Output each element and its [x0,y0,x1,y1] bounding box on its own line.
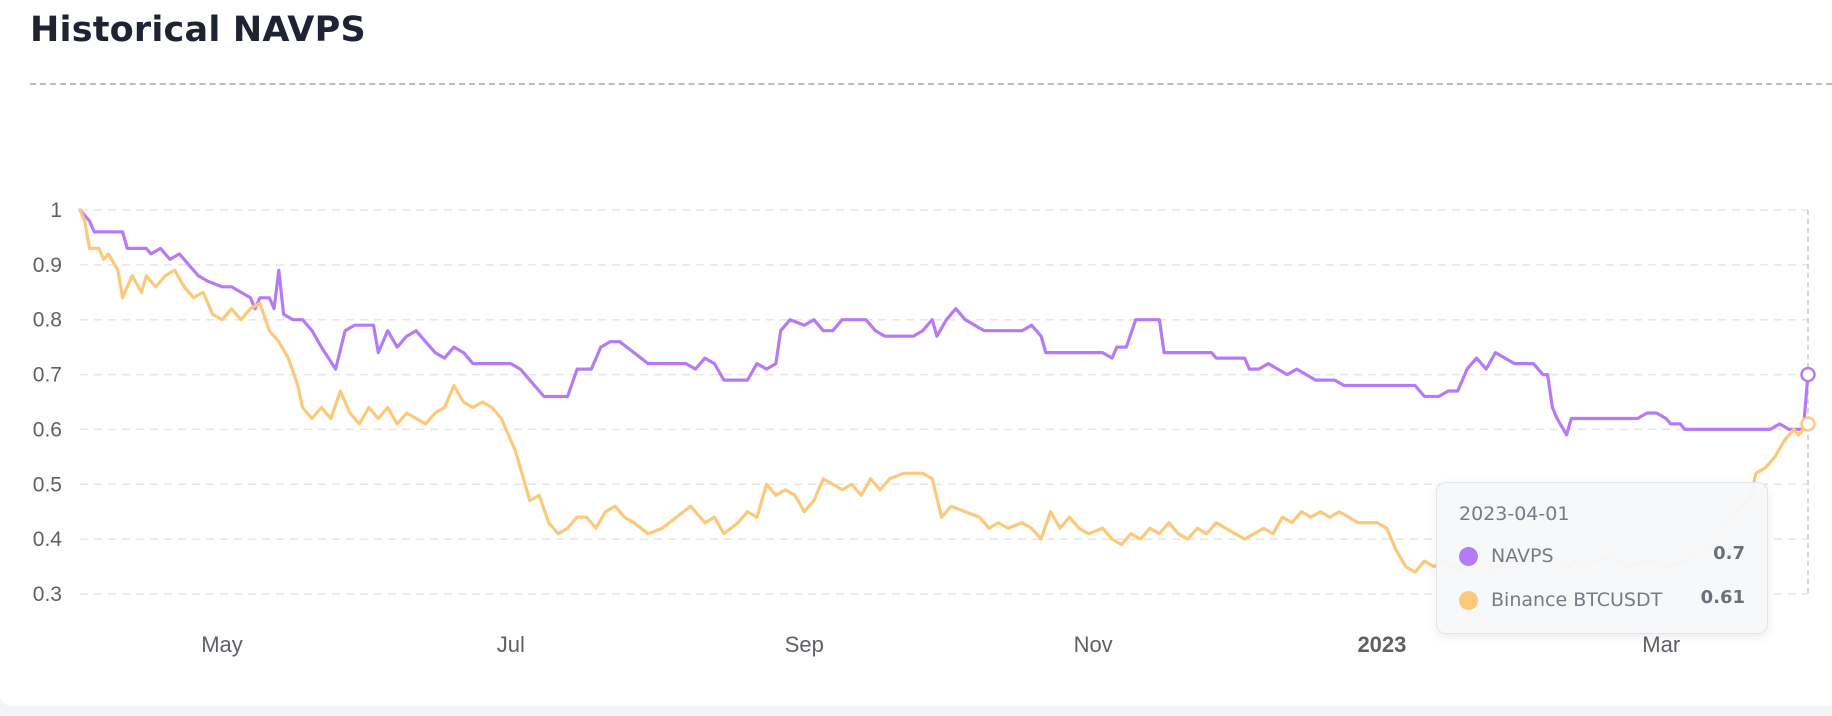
tooltip-series-name: Binance BTCUSDT [1491,589,1663,611]
x-tick-label: Nov [1074,632,1113,657]
y-tick-label: 0.3 [33,583,62,606]
x-tick-label: May [201,632,243,657]
x-tick-label: Sep [785,632,824,657]
grid-lines [80,209,1808,595]
tooltip-series-name: NAVPS [1491,545,1554,567]
y-axis-ticks: 1 0.9 0.8 0.7 0.6 0.5 0.4 0.3 [33,199,63,606]
hover-point-binance-btcusdt [1800,416,1816,432]
hover-markers [1800,366,1816,432]
tooltip-series-value: 0.7 [1713,543,1745,564]
x-tick-label: Jul [497,632,525,657]
y-tick-label: 0.6 [33,418,62,441]
y-tick-label: 0.4 [33,528,63,551]
card-title: Historical NAVPS [30,10,366,50]
x-axis-ticks: May Jul Sep Nov 2023 Mar [201,632,1680,657]
tooltip-series-value: 0.61 [1700,587,1745,608]
x-tick-label: 2023 [1357,632,1406,657]
y-tick-label: 0.5 [33,473,62,496]
tooltip-date: 2023-04-01 [1459,503,1570,525]
hover-point-navps [1800,366,1816,383]
tooltip-row-btcusdt: Binance BTCUSDT 0.61 [1459,587,1745,615]
y-tick-label: 0.9 [33,254,62,277]
y-tick-label: 1 [50,199,62,222]
btcusdt-legend-dot [1459,591,1478,610]
series-line-navps [78,208,1810,437]
y-tick-label: 0.8 [33,309,62,332]
title-divider [30,83,1832,85]
tooltip-row-navps: NAVPS 0.7 [1459,543,1745,571]
navps-legend-dot [1459,547,1478,566]
x-tick-label: Mar [1642,632,1680,657]
y-tick-label: 0.7 [33,364,62,387]
hover-tooltip: 2023-04-01 NAVPS 0.7 Binance BTCUSDT 0.6… [1436,482,1768,634]
